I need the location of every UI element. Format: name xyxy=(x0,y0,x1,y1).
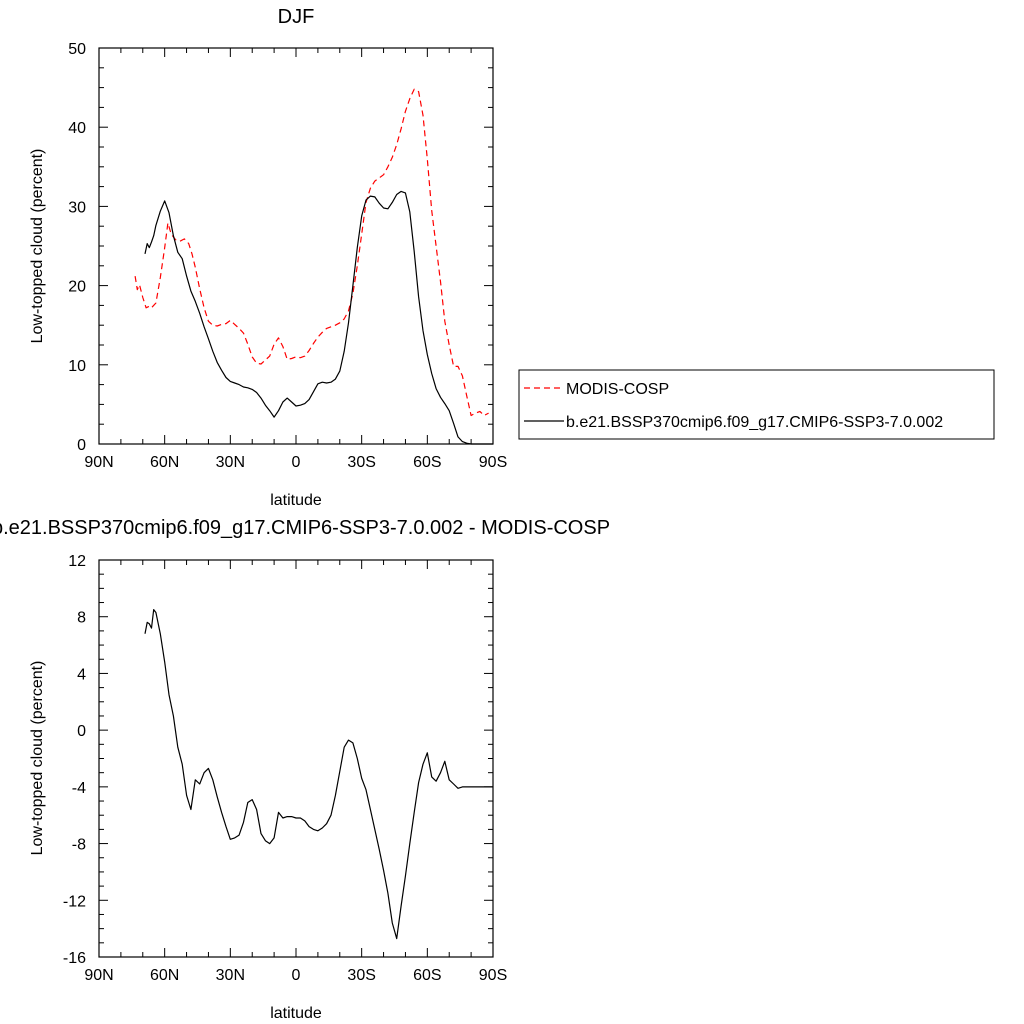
x-tick-label: 90S xyxy=(479,454,507,471)
legend-label-model: b.e21.BSSP370cmip6.f09_g17.CMIP6-SSP3-7.… xyxy=(566,414,943,431)
top-plot-frame xyxy=(98,47,494,445)
x-tick-label: 60S xyxy=(413,454,441,471)
bottom-y-axis-label: Low-topped cloud (percent) xyxy=(29,661,46,856)
top-y-axis-label: Low-topped cloud (percent) xyxy=(29,149,46,344)
top-y-tick-labels: 0 10 20 30 40 50 xyxy=(68,41,86,454)
x-tick-label: 90N xyxy=(84,967,113,984)
y-tick-label: 40 xyxy=(68,120,86,137)
legend-label-modis: MODIS-COSP xyxy=(566,381,669,398)
bottom-plot-frame xyxy=(98,559,494,958)
y-tick-label: 0 xyxy=(77,437,86,454)
y-tick-label: 12 xyxy=(68,553,86,570)
bottom-ticks xyxy=(98,559,494,958)
top-ticks xyxy=(98,47,494,445)
bottom-series-lines xyxy=(144,609,493,940)
y-tick-label: -8 xyxy=(72,837,86,854)
legend: MODIS-COSP b.e21.BSSP370cmip6.f09_g17.CM… xyxy=(518,369,995,440)
x-tick-label: 30N xyxy=(216,454,245,471)
series-line-modis-cosp xyxy=(134,88,489,417)
y-tick-label: 30 xyxy=(68,199,86,216)
series-line-model xyxy=(144,609,493,940)
y-tick-label: -4 xyxy=(72,780,86,797)
y-tick-label: 20 xyxy=(68,279,86,296)
y-tick-label: 0 xyxy=(77,723,86,740)
series-line-model xyxy=(144,190,493,445)
x-tick-label: 30N xyxy=(216,967,245,984)
x-tick-label: 30S xyxy=(347,454,375,471)
y-tick-label: 4 xyxy=(77,666,86,683)
x-tick-label: 0 xyxy=(292,967,301,984)
legend-box xyxy=(518,369,995,440)
x-tick-label: 60S xyxy=(413,967,441,984)
x-tick-label: 0 xyxy=(292,454,301,471)
x-tick-label: 60N xyxy=(150,967,179,984)
top-panel: DJF 90N 60N 30N 0 30S 60S 90S 0 10 20 30 40 50 lati… xyxy=(29,6,507,509)
y-tick-label: -12 xyxy=(63,893,86,910)
x-tick-label: 90S xyxy=(479,967,507,984)
top-series-lines xyxy=(134,88,493,445)
x-tick-label: 30S xyxy=(347,967,375,984)
y-tick-label: -16 xyxy=(63,950,86,967)
bottom-panel-title: b.e21.BSSP370cmip6.f09_g17.CMIP6-SSP3-7.… xyxy=(0,517,610,539)
top-panel-title: DJF xyxy=(278,6,315,28)
y-tick-label: 8 xyxy=(77,610,86,627)
top-x-axis-label: latitude xyxy=(270,492,322,509)
bottom-y-tick-labels: -16 -12 -8 -4 0 4 8 12 xyxy=(63,553,86,967)
bottom-x-tick-labels: 90N 60N 30N 0 30S 60S 90S xyxy=(84,967,507,984)
x-tick-label: 60N xyxy=(150,454,179,471)
bottom-x-axis-label: latitude xyxy=(270,1005,322,1022)
top-x-tick-labels: 90N 60N 30N 0 30S 60S 90S xyxy=(84,454,507,471)
y-tick-label: 10 xyxy=(68,358,86,375)
y-tick-label: 50 xyxy=(68,41,86,58)
bottom-panel: b.e21.BSSP370cmip6.f09_g17.CMIP6-SSP3-7.… xyxy=(0,517,610,1022)
x-tick-label: 90N xyxy=(84,454,113,471)
